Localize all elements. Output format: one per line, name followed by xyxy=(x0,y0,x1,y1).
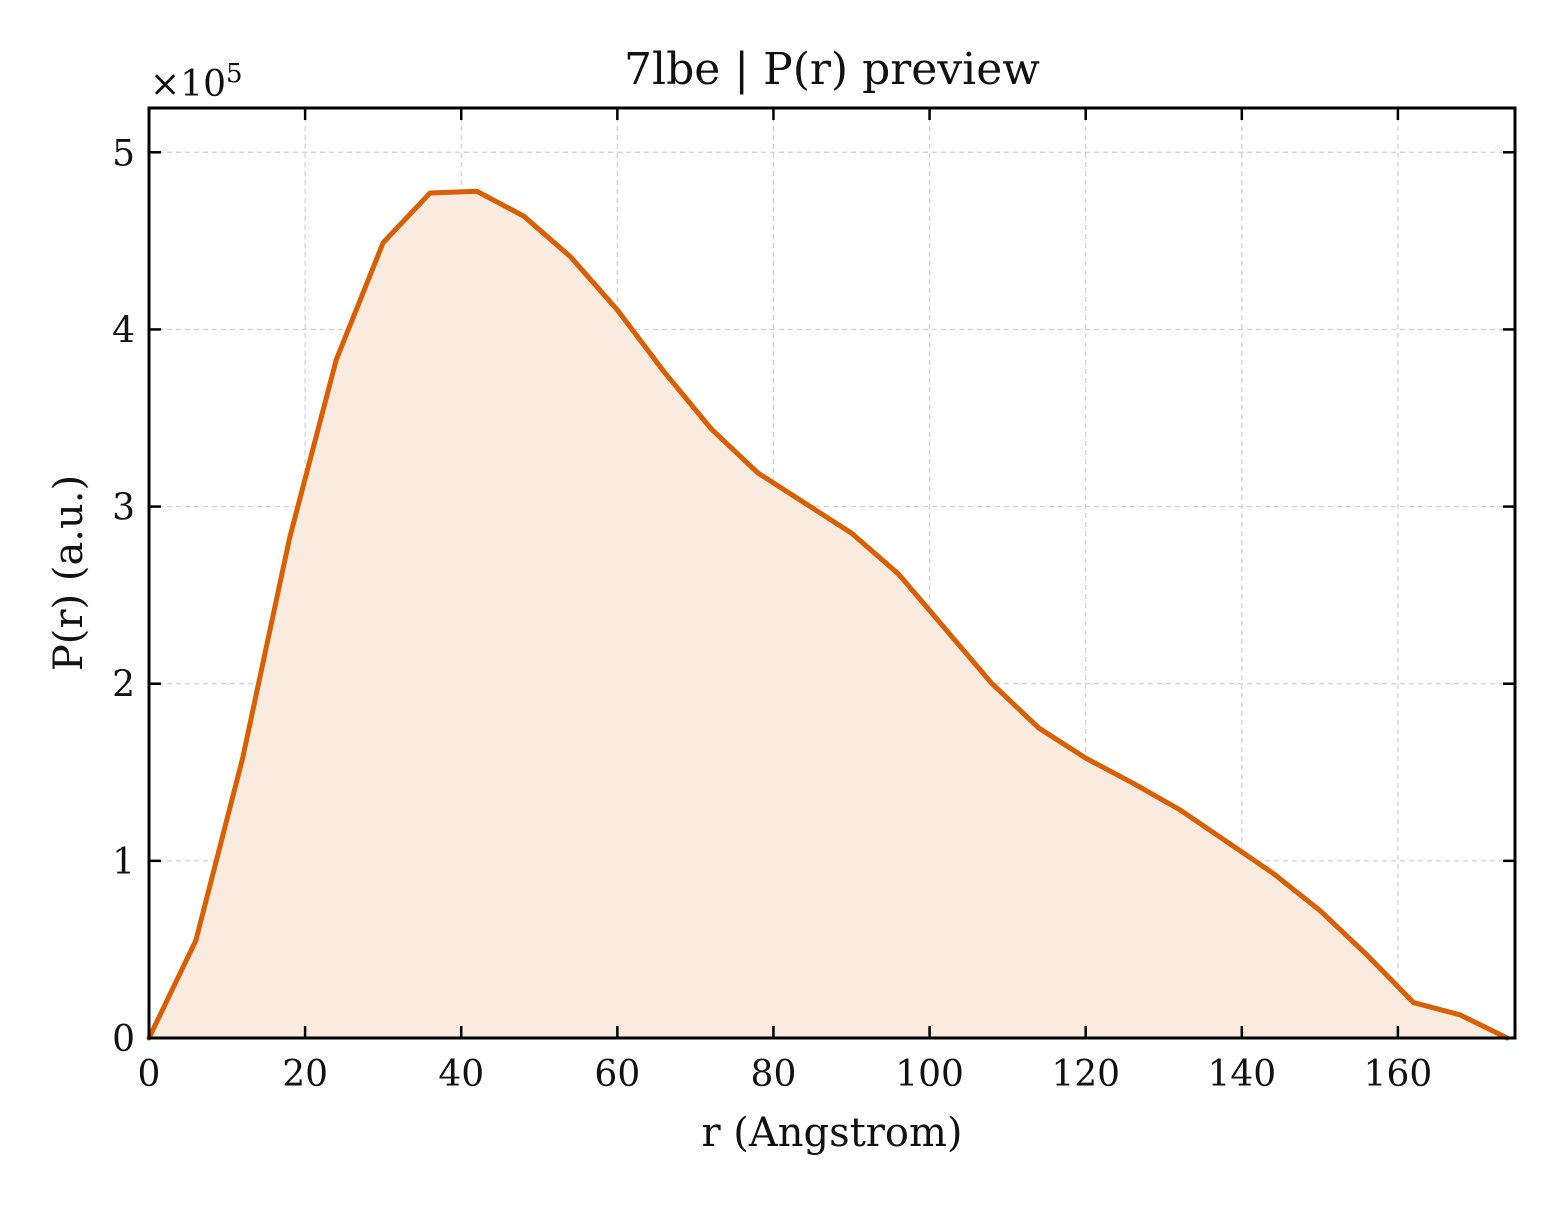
y-tick-label: 1 xyxy=(112,842,135,883)
plot-line-layer xyxy=(146,188,1510,1041)
y-tick-label: 3 xyxy=(112,488,135,529)
y-tick-label: 4 xyxy=(112,310,135,351)
x-tick-label: 20 xyxy=(282,1054,328,1095)
pr-area-fill xyxy=(149,191,1508,1038)
y-axis-label: P(r) (a.u.) xyxy=(46,475,92,671)
plot-frame xyxy=(147,106,1517,1040)
x-tick-label: 140 xyxy=(1207,1054,1276,1095)
ticks: 0 20 40 60 80 100 120 140 160 0 1 2 3 4 5 xyxy=(112,108,1515,1095)
y-axis-multiplier: ×105 xyxy=(150,59,243,105)
x-tick-label: 40 xyxy=(438,1054,484,1095)
x-tick-label: 60 xyxy=(594,1054,640,1095)
x-tick-label: 120 xyxy=(1051,1054,1120,1095)
y-axis-multiplier-exponent: 5 xyxy=(226,59,243,89)
x-tick-label: 100 xyxy=(895,1054,964,1095)
y-tick-label: 2 xyxy=(112,665,135,706)
x-tick-label: 0 xyxy=(138,1054,161,1095)
plot-area-fill-layer xyxy=(149,191,1508,1038)
x-tick-label: 160 xyxy=(1364,1054,1433,1095)
pr-series-line xyxy=(146,188,1510,1041)
y-axis-multiplier-base: ×10 xyxy=(150,64,226,105)
x-axis-label: r (Angstrom) xyxy=(701,1110,962,1156)
y-tick-label: 0 xyxy=(112,1019,135,1060)
chart-title: 7lbe | P(r) preview xyxy=(624,44,1040,95)
x-tick-label: 80 xyxy=(751,1054,797,1095)
y-tick-label: 5 xyxy=(112,133,135,174)
